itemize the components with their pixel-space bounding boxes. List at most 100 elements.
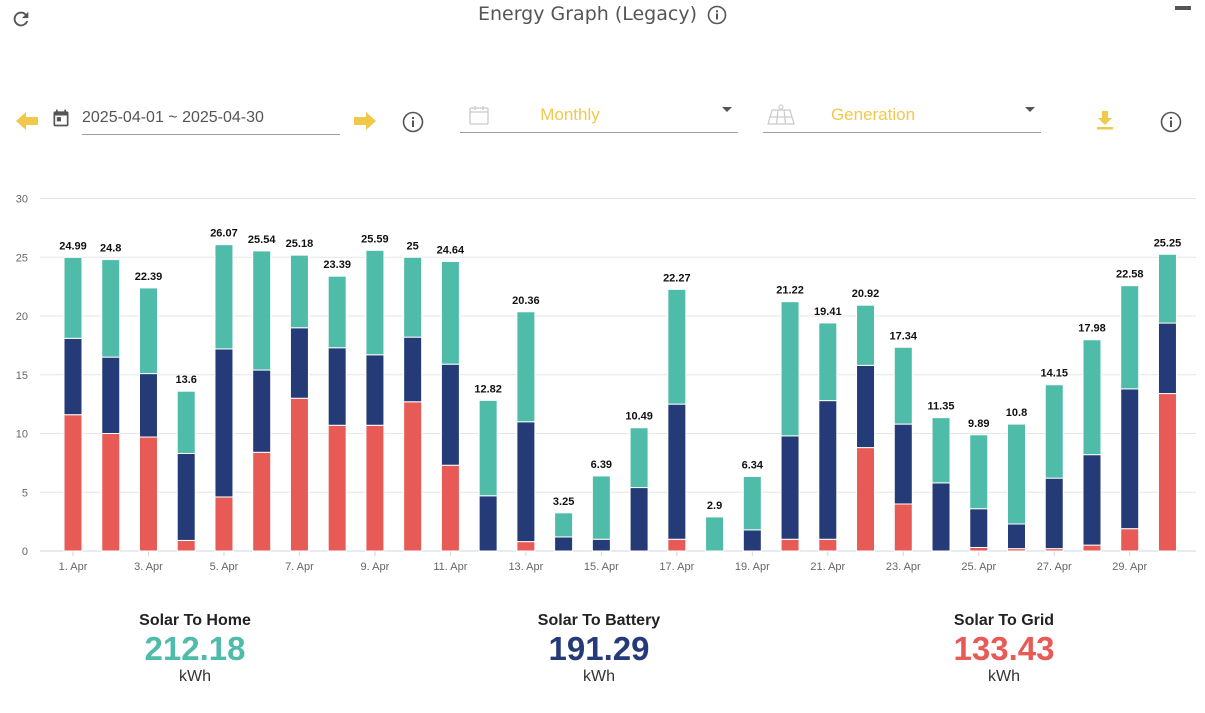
bar-segment bbox=[969, 434, 989, 510]
bar-segment bbox=[176, 390, 196, 454]
bar-segment bbox=[856, 447, 876, 552]
bar-segment bbox=[818, 538, 838, 552]
bar-segment bbox=[214, 348, 234, 498]
period-select[interactable]: Monthly bbox=[460, 102, 738, 133]
data-label: 22.58 bbox=[1116, 269, 1144, 281]
next-period-button[interactable] bbox=[352, 110, 376, 132]
bar-segment bbox=[742, 476, 762, 531]
bar-segment bbox=[516, 541, 536, 552]
title-info-icon[interactable] bbox=[707, 5, 727, 25]
data-label: 25.25 bbox=[1154, 237, 1182, 249]
data-label: 24.8 bbox=[100, 243, 121, 255]
bar-segment bbox=[138, 373, 158, 438]
bar-segment bbox=[629, 487, 649, 552]
bar-segment bbox=[742, 529, 762, 552]
minimize-button[interactable] bbox=[1175, 6, 1191, 10]
bar-segment bbox=[1157, 322, 1177, 395]
x-tick-label: 23. Apr bbox=[886, 561, 921, 573]
x-tick-label: 7. Apr bbox=[285, 561, 314, 573]
data-label: 21.22 bbox=[776, 285, 804, 297]
bar-segment bbox=[252, 369, 272, 453]
bar-segment bbox=[63, 256, 83, 339]
x-tick-label: 11. Apr bbox=[433, 561, 467, 573]
bar-segment bbox=[289, 254, 309, 329]
y-tick-label: 30 bbox=[16, 194, 28, 206]
bar-segment bbox=[403, 256, 423, 338]
data-label: 11.35 bbox=[928, 401, 955, 413]
bar-segment bbox=[893, 423, 913, 505]
bar-segment bbox=[289, 327, 309, 399]
calendar-icon[interactable] bbox=[51, 108, 71, 128]
page-title-text: Energy Graph (Legacy) bbox=[477, 3, 697, 25]
data-label: 10.8 bbox=[1006, 407, 1027, 419]
data-label: 22.27 bbox=[663, 272, 691, 284]
bar-segment bbox=[931, 417, 951, 484]
bar-segment bbox=[365, 424, 385, 552]
bar-segment bbox=[403, 401, 423, 552]
bar-segment bbox=[327, 275, 347, 349]
previous-period-button[interactable] bbox=[16, 110, 40, 132]
export-info-icon[interactable] bbox=[1160, 111, 1182, 133]
bar-segment bbox=[1082, 544, 1102, 552]
refresh-icon[interactable] bbox=[10, 8, 32, 30]
summary-unit: kWh bbox=[179, 668, 211, 685]
bar-segment bbox=[780, 538, 800, 552]
summary-solar-to-battery: Solar To Battery 191.29 kWh bbox=[479, 612, 719, 686]
bar-segment bbox=[478, 495, 498, 552]
summary-solar-to-home: Solar To Home 212.18 kWh bbox=[75, 612, 315, 686]
x-tick-label: 27. Apr bbox=[1037, 561, 1072, 573]
date-range-value: 2025-04-01 ~ 2025-04-30 bbox=[82, 109, 264, 126]
bar-segment bbox=[629, 427, 649, 489]
download-icon[interactable] bbox=[1095, 110, 1115, 132]
bar-segment bbox=[667, 538, 687, 552]
bar-segment bbox=[101, 356, 121, 434]
data-label: 22.39 bbox=[135, 271, 163, 283]
bar-segment bbox=[893, 503, 913, 552]
bar-segment bbox=[101, 259, 121, 358]
data-label: 23.39 bbox=[323, 259, 351, 271]
bar-segment bbox=[856, 364, 876, 449]
data-label: 12.82 bbox=[474, 383, 502, 395]
date-info-icon[interactable] bbox=[402, 111, 424, 133]
date-range-input[interactable]: 2025-04-01 ~ 2025-04-30 bbox=[82, 104, 340, 135]
bar-segment bbox=[289, 397, 309, 552]
period-chevron-down-icon bbox=[722, 107, 732, 112]
bar-segment bbox=[1120, 528, 1140, 552]
period-select-value: Monthly bbox=[540, 105, 600, 124]
summary-label: Solar To Home bbox=[139, 612, 251, 629]
bar-segment bbox=[516, 311, 536, 423]
energy-bar-chart: 0 5 10 15 20 25 30 1. Apr 3. Apr 5. Apr 7. Apr 9. A… bbox=[16, 194, 1196, 573]
data-label: 25.54 bbox=[248, 234, 276, 246]
summary-label: Solar To Battery bbox=[537, 612, 661, 629]
calendar-period-icon bbox=[469, 106, 489, 125]
bar-segment bbox=[327, 424, 347, 552]
bar-segment bbox=[1120, 285, 1140, 390]
data-label: 25.59 bbox=[361, 233, 389, 245]
bar-segment bbox=[818, 322, 838, 402]
bar-segment bbox=[818, 400, 838, 540]
bar-segment bbox=[931, 482, 951, 552]
data-label: 14.15 bbox=[1040, 368, 1068, 380]
bar-segment bbox=[252, 250, 272, 371]
bar-segment bbox=[667, 403, 687, 540]
bar-segment bbox=[1120, 388, 1140, 530]
y-tick-label: 10 bbox=[16, 429, 28, 441]
bar-segment bbox=[327, 347, 347, 426]
bar-segment bbox=[969, 508, 989, 548]
bar-segment bbox=[856, 304, 876, 366]
bar-segment bbox=[780, 435, 800, 540]
bar-segment bbox=[365, 249, 385, 356]
bar-segment bbox=[63, 337, 83, 416]
data-label: 13.6 bbox=[176, 374, 197, 386]
bar-segment bbox=[1157, 253, 1177, 324]
data-label: 20.36 bbox=[512, 295, 540, 307]
data-label: 3.25 bbox=[553, 496, 574, 508]
type-select-value: Generation bbox=[830, 105, 916, 124]
type-select[interactable]: Generation bbox=[763, 102, 1041, 133]
bar-segment bbox=[440, 260, 460, 365]
summary-unit: kWh bbox=[988, 668, 1020, 685]
bar-segment bbox=[440, 464, 460, 552]
data-label: 6.39 bbox=[591, 459, 612, 471]
data-label: 6.34 bbox=[742, 460, 764, 472]
x-tick-label: 15. Apr bbox=[584, 561, 619, 573]
